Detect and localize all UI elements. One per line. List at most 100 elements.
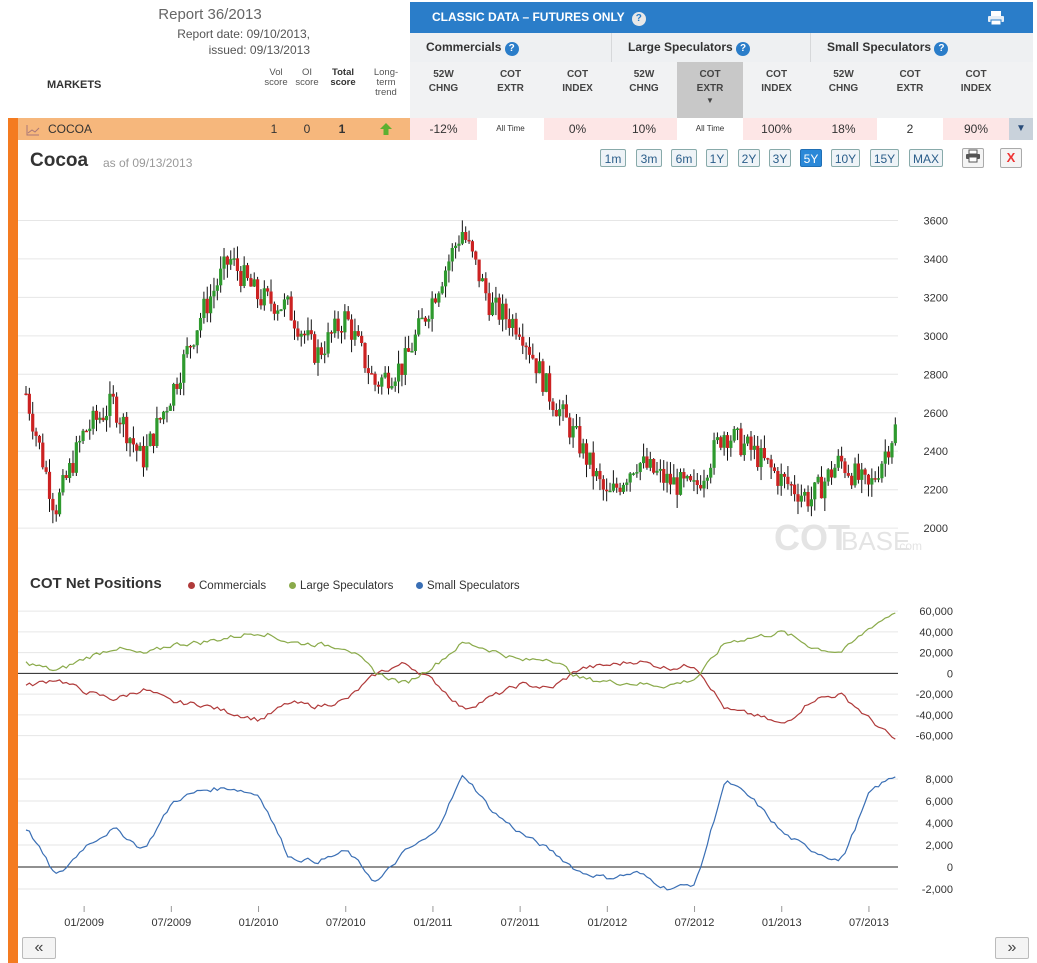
price-candle bbox=[873, 471, 877, 483]
close-button[interactable]: X bbox=[1000, 148, 1022, 168]
printer-icon[interactable] bbox=[987, 10, 1007, 26]
price-candle bbox=[400, 363, 404, 387]
price-candle bbox=[262, 280, 266, 311]
price-candle bbox=[762, 435, 767, 461]
price-candle bbox=[796, 483, 800, 515]
range-15y-button[interactable]: 15Y bbox=[870, 149, 899, 167]
classic-data-banner bbox=[410, 2, 1033, 33]
help-icon[interactable]: ? bbox=[504, 42, 519, 56]
price-candle bbox=[544, 373, 548, 393]
range-5y-button[interactable]: 5Y bbox=[800, 149, 822, 167]
price-candle bbox=[521, 323, 525, 355]
small-52w-chng: 18% bbox=[810, 118, 877, 140]
price-candle bbox=[104, 405, 109, 432]
price-candle bbox=[816, 474, 820, 485]
caret-down-icon[interactable]: ▼ bbox=[1009, 118, 1033, 140]
price-candle bbox=[588, 452, 592, 469]
price-candle bbox=[165, 406, 169, 423]
price-candle bbox=[306, 317, 310, 341]
market-name[interactable]: COCOA bbox=[48, 122, 93, 136]
price-candle bbox=[135, 442, 139, 462]
price-candle bbox=[443, 266, 448, 298]
market-row-cocoa[interactable] bbox=[8, 118, 410, 140]
series-line-small-speculators bbox=[25, 774, 896, 891]
x-tick-label: 07/2013 bbox=[849, 917, 889, 929]
price-candle bbox=[541, 358, 545, 396]
price-candle bbox=[558, 399, 562, 426]
price-candle bbox=[890, 441, 894, 464]
price-candle bbox=[621, 482, 626, 494]
col-small-cot-index[interactable]: COT INDEX bbox=[943, 62, 1009, 118]
range-3y-button[interactable]: 3Y bbox=[769, 149, 791, 167]
price-candle bbox=[870, 468, 874, 497]
range-6m-button[interactable]: 6m bbox=[671, 149, 697, 167]
price-candle bbox=[289, 291, 293, 321]
help-icon[interactable]: ? bbox=[736, 42, 751, 56]
col-large-cot-index[interactable]: COT INDEX bbox=[743, 62, 810, 118]
price-candle bbox=[584, 439, 589, 478]
price-candle bbox=[688, 474, 693, 482]
col-comm-cot-index[interactable]: COT INDEX bbox=[544, 62, 611, 118]
price-candle bbox=[672, 464, 676, 485]
price-candle bbox=[386, 366, 391, 395]
price-candle bbox=[611, 470, 615, 493]
prev-page-button[interactable]: « bbox=[22, 937, 56, 959]
mini-chart-icon bbox=[26, 123, 40, 136]
oi-score: 0 bbox=[303, 122, 311, 136]
col-comm-cot-extr[interactable]: COT EXTR bbox=[477, 62, 544, 118]
price-candle bbox=[336, 311, 340, 339]
price-candle bbox=[746, 434, 750, 447]
range-1y-button[interactable]: 1Y bbox=[706, 149, 728, 167]
price-candle bbox=[501, 294, 505, 332]
price-candle bbox=[749, 431, 753, 461]
price-candle bbox=[249, 273, 253, 287]
price-candle bbox=[571, 418, 575, 448]
range-max-button[interactable]: MAX bbox=[909, 149, 943, 167]
range-3m-button[interactable]: 3m bbox=[636, 149, 662, 167]
price-candle bbox=[239, 266, 243, 293]
price-candle bbox=[809, 486, 814, 517]
print-chart-button[interactable] bbox=[962, 148, 984, 168]
price-candle bbox=[631, 472, 636, 476]
price-candle bbox=[517, 327, 521, 340]
price-candle bbox=[799, 484, 803, 508]
price-candle bbox=[601, 475, 605, 501]
range-2y-button[interactable]: 2Y bbox=[738, 149, 760, 167]
price-candle bbox=[511, 314, 515, 337]
price-candle bbox=[752, 435, 756, 460]
help-icon[interactable]: ? bbox=[631, 12, 646, 26]
next-page-button[interactable]: » bbox=[995, 937, 1029, 959]
legend-large-speculators: Large Speculators bbox=[289, 580, 393, 592]
price-candle bbox=[141, 436, 146, 477]
col-small-52w-chng[interactable]: 52W CHNG bbox=[810, 62, 877, 118]
price-candle bbox=[702, 469, 706, 498]
price-candle bbox=[111, 385, 115, 405]
price-candle bbox=[447, 254, 451, 283]
price-candle bbox=[598, 463, 602, 491]
col-comm-52w-chng[interactable]: 52W CHNG bbox=[410, 62, 477, 118]
price-candle bbox=[88, 419, 92, 440]
range-10y-button[interactable]: 10Y bbox=[831, 149, 860, 167]
col-small-cot-extr[interactable]: COT EXTR bbox=[877, 62, 943, 118]
price-tick-label: 3600 bbox=[924, 215, 948, 227]
x-tick-label: 01/2012 bbox=[587, 917, 627, 929]
col-large-cot-extr[interactable]: COT EXTR ▼ bbox=[677, 62, 743, 118]
report-issued: issued: 09/13/2013 bbox=[208, 43, 310, 57]
price-candle bbox=[276, 305, 280, 321]
col-large-52w-chng[interactable]: 52W CHNG bbox=[611, 62, 677, 118]
y-tick-label: 4,000 bbox=[925, 818, 953, 830]
range-1m-button[interactable]: 1m bbox=[600, 149, 626, 167]
comm-52w-chng: -12% bbox=[410, 118, 477, 140]
vol-score-header: Vol score bbox=[264, 67, 288, 88]
price-candle bbox=[209, 284, 213, 323]
price-candle bbox=[806, 485, 810, 512]
price-candle bbox=[856, 453, 860, 484]
price-candle bbox=[326, 322, 330, 358]
price-tick-label: 2200 bbox=[924, 485, 948, 497]
price-candle bbox=[437, 291, 441, 307]
price-candle bbox=[185, 337, 189, 358]
price-candle bbox=[695, 472, 699, 495]
price-candle bbox=[94, 404, 99, 432]
small-spec-chart: -2,000 0 2,000 4,000 6,000 8,000 01/2009 07/200… bbox=[18, 774, 953, 929]
help-icon[interactable]: ? bbox=[934, 42, 949, 56]
